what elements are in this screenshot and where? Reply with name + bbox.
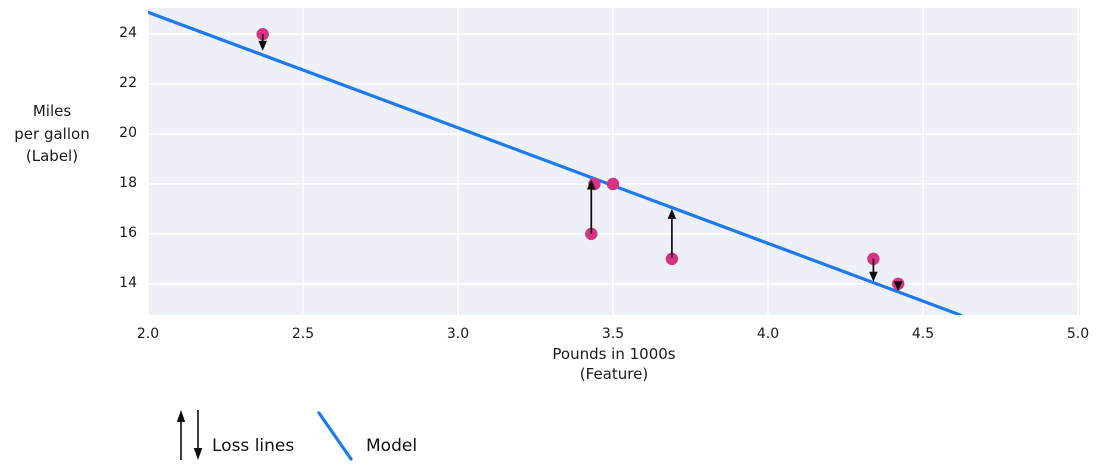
y-tick-label: 22: [119, 75, 137, 92]
y-tick-label: 20: [119, 125, 137, 142]
y-tick-label: 16: [119, 224, 137, 241]
x-tick-label: 3.5: [601, 326, 625, 342]
x-tick-label: 4.5: [911, 326, 935, 342]
x-axis-label-line-2: (Feature): [579, 365, 649, 383]
x-axis-label: Pounds in 1000s (Feature): [464, 344, 764, 384]
y-tick-label: 18: [119, 174, 137, 191]
loss-arrow-head: [258, 40, 267, 51]
legend-label-loss-lines: Loss lines: [212, 436, 295, 456]
data-point: [665, 252, 679, 266]
y-tick-label: 24: [119, 25, 137, 42]
legend: Loss lines Model: [0, 398, 1099, 468]
loss-arrow-head: [587, 179, 596, 190]
x-tick-label: 3.0: [446, 326, 470, 342]
y-axis-label-line-3: (Label): [25, 147, 79, 165]
y-axis-label: Miles per gallon (Label): [6, 100, 98, 168]
y-axis-label-line-1: Miles: [32, 102, 72, 120]
plot-background: [148, 8, 1080, 315]
x-tick-label: 5.0: [1066, 326, 1090, 342]
loss-arrow-head: [667, 208, 677, 219]
x-tick-label: 4.0: [756, 326, 780, 342]
x-tick-label: 2.0: [136, 326, 160, 342]
y-tick-label: 14: [119, 274, 137, 291]
model-line: [148, 10, 962, 315]
data-point: [606, 177, 620, 191]
loss-arrows-icon: [176, 410, 203, 460]
x-tick-label: 2.5: [291, 326, 315, 342]
x-axis-label-line-1: Pounds in 1000s: [552, 345, 676, 363]
model-line-icon: [317, 411, 353, 461]
legend-label-model: Model: [366, 436, 418, 456]
plot-area: [148, 8, 1080, 315]
loss-arrow-head: [893, 281, 903, 292]
y-axis-label-line-2: per gallon: [14, 124, 90, 143]
loss-arrow-head: [869, 271, 878, 282]
